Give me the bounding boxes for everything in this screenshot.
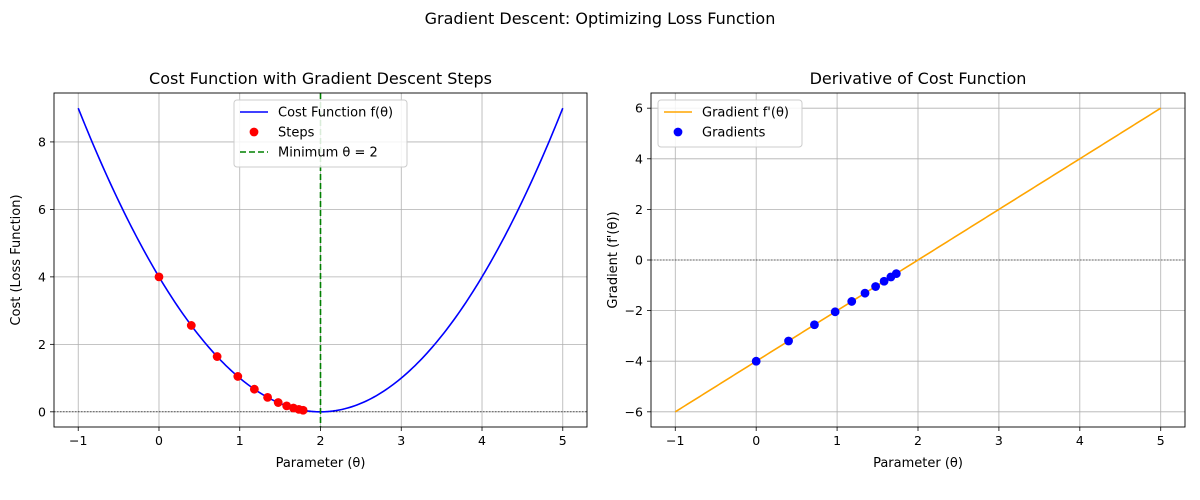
derivative-plot: −1 0 1 2 3 4 5 −6 −4 −2 0 2 4 6 Derivative of Cost Fun… <box>606 69 1186 471</box>
step-point <box>186 321 196 330</box>
x-tick-label: 2 <box>914 433 922 448</box>
step-point <box>273 398 283 407</box>
x-tick-label: 4 <box>1076 433 1084 448</box>
legend-label: Minimum θ = 2 <box>278 146 378 161</box>
y-tick-label: 6 <box>635 101 643 116</box>
gradient-point <box>830 307 840 317</box>
y-tick-label: −4 <box>625 354 643 369</box>
y-tick-label: 2 <box>635 202 643 217</box>
y-tick-label: 2 <box>38 337 46 352</box>
x-tick-label: 4 <box>478 433 486 448</box>
step-point <box>212 352 222 361</box>
gradient-point <box>784 336 793 346</box>
x-axis-label: Parameter (θ) <box>276 456 366 471</box>
legend: Gradient f'(θ) Gradients <box>657 99 803 148</box>
x-tick-label: 1 <box>236 433 244 448</box>
y-tick-label: 6 <box>38 202 46 217</box>
legend-label: Cost Function f(θ) <box>278 106 393 121</box>
y-tick-label: 8 <box>38 134 46 149</box>
x-axis-label: Parameter (θ) <box>873 456 963 471</box>
cost-function-plot: −1 0 1 2 3 4 5 0 2 4 6 8 Cost Function with Gradient… <box>9 69 588 471</box>
gradient-point <box>879 276 889 286</box>
plot-title: Cost Function with Gradient Descent Step… <box>149 69 492 88</box>
y-axis-label: Cost (Loss Function) <box>9 194 24 325</box>
legend-box <box>657 99 803 148</box>
x-tick-label: −1 <box>69 433 87 448</box>
x-tick-label: 3 <box>397 433 405 448</box>
x-tick-label: 2 <box>317 433 325 448</box>
y-tick-label: 4 <box>635 151 643 166</box>
gradient-point <box>860 288 870 298</box>
step-point <box>154 272 164 282</box>
legend-swatch-marker <box>673 127 683 137</box>
legend-swatch-marker <box>249 127 259 137</box>
step-point <box>282 401 292 411</box>
y-tick-label: −6 <box>625 404 643 419</box>
legend-box <box>233 99 408 168</box>
y-tick-label: 4 <box>38 269 46 284</box>
step-point <box>298 405 308 415</box>
legend-label: Gradient f'(θ) <box>702 106 789 121</box>
gradient-point <box>810 320 819 330</box>
gradient-point <box>751 356 761 366</box>
y-tick-label: 0 <box>635 253 643 268</box>
plot-title: Derivative of Cost Function <box>810 69 1027 88</box>
y-tick-label: 0 <box>38 404 46 419</box>
x-tick-label: 3 <box>995 433 1003 448</box>
gradient-point <box>871 282 881 291</box>
y-tick-label: −2 <box>625 303 643 318</box>
x-tick-label: 5 <box>559 433 567 448</box>
step-point <box>233 372 243 381</box>
x-tick-label: 0 <box>752 433 760 448</box>
step-point <box>263 392 273 402</box>
legend-label: Gradients <box>702 126 766 141</box>
figure-title: Gradient Descent: Optimizing Loss Functi… <box>425 9 776 28</box>
gradient-point <box>847 297 857 306</box>
legend: Cost Function f(θ) Steps Minimum θ = 2 <box>233 99 408 168</box>
x-tick-label: −1 <box>666 433 684 448</box>
x-tick-label: 5 <box>1157 433 1165 448</box>
x-tick-label: 0 <box>155 433 163 448</box>
legend-label: Steps <box>278 126 315 141</box>
y-axis-label: Gradient (f'(θ)) <box>606 211 621 308</box>
gradient-point <box>891 269 901 278</box>
step-point <box>249 384 259 394</box>
x-tick-label: 1 <box>833 433 841 448</box>
